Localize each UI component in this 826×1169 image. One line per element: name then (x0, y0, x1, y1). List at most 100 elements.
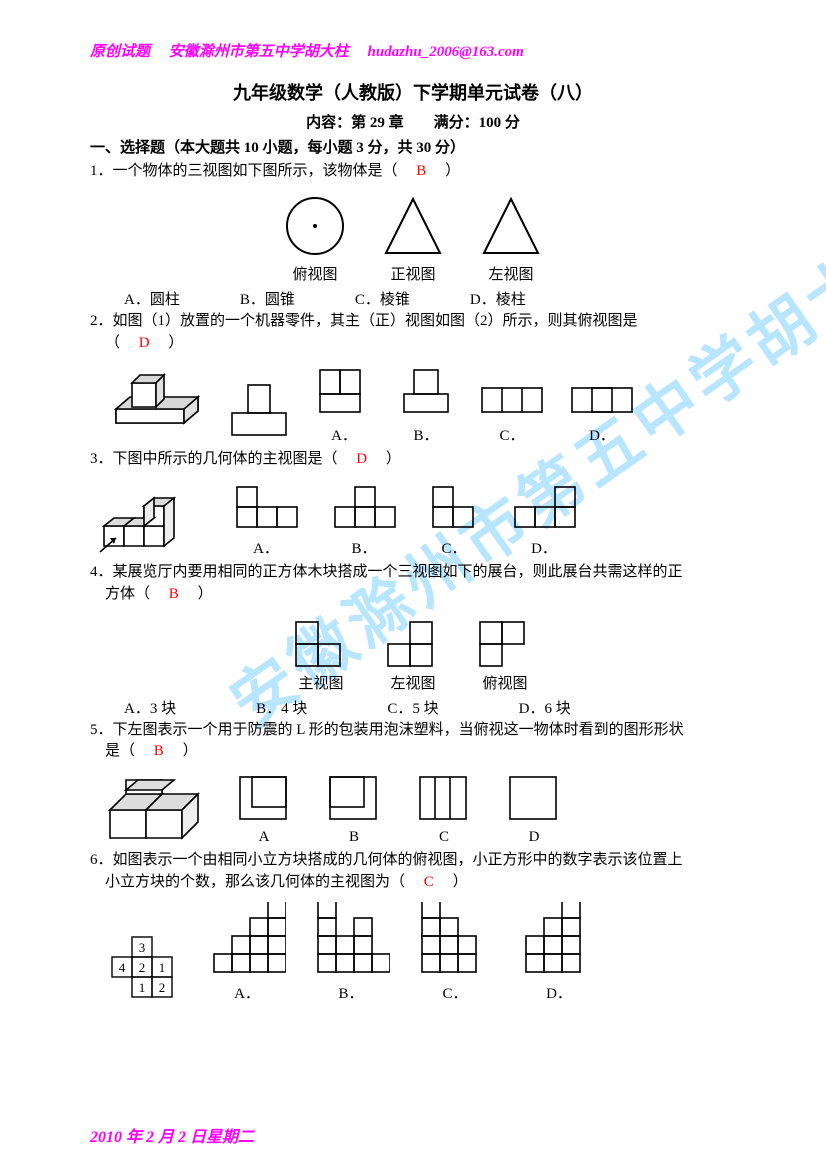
q3-opt-d-label: D． (509, 537, 579, 558)
q4-stem-1: 4．某展览厅内要用相同的正方体木块搭成一个三视图如下的展台，则此展台共需这样的正 (90, 564, 683, 580)
q6-stem-1: 6．如图表示一个由相同小立方块搭成的几何体的俯视图，小正方形中的数字表示该位置上 (90, 852, 683, 868)
q2-opt-c-icon (478, 378, 546, 422)
q5-opt-a-label: A (234, 829, 294, 846)
q2-text: 2．如图（1）放置的一个机器零件，其主（正）视图如图（2）所示，则其俯视图是 （… (90, 311, 736, 355)
q6-opt-a-icon (208, 902, 286, 980)
q3-opt-c-icon (427, 479, 481, 535)
q1-fig-label-1: 正视图 (378, 263, 448, 284)
svg-text:1: 1 (159, 960, 166, 975)
q1-tail: ） (445, 163, 460, 179)
q3-stem: 3．下图中所示的几何体的主视图是（ (90, 451, 338, 467)
q4-opt-d: D．6 块 (519, 697, 571, 718)
q6-opt-c-label: C． (416, 982, 494, 1003)
q4-opt-a: A．3 块 (124, 697, 176, 718)
q1-answer: B (401, 163, 441, 179)
q5-opt-b-label: B (324, 829, 384, 846)
svg-text:2: 2 (139, 960, 146, 975)
q3-opt-a-icon (231, 479, 301, 535)
q4-figures: 主视图 左视图 俯视图 (90, 614, 736, 693)
svg-text:3: 3 (139, 940, 146, 955)
q1-figures: 俯视图 正视图 左视图 (90, 191, 736, 284)
q1-stem: 1．一个物体的三视图如下图所示，该物体是（ (90, 163, 398, 179)
q1-opt-c: C．棱锥 (355, 288, 410, 309)
q1-opt-d: D．棱柱 (470, 288, 526, 309)
svg-text:4: 4 (119, 960, 126, 975)
q4-top-icon (476, 614, 534, 670)
q6-opt-a-label: A． (208, 982, 286, 1003)
q1-fig-label-0: 俯视图 (280, 263, 350, 284)
q2-stem-3: ） (168, 335, 183, 351)
q5-opt-d-label: D (504, 829, 564, 846)
q6-figures: 342112 A． B． C． D． (104, 902, 736, 1003)
q2-figures: A． B． C． D． (104, 362, 736, 445)
page-title: 九年级数学（人教版）下学期单元试卷（八） (90, 79, 736, 105)
q2-front-icon (226, 379, 292, 445)
q4-stem-2: 方体（ (105, 586, 150, 602)
q5-answer: B (139, 743, 179, 759)
q4-main-icon (292, 614, 350, 670)
q2-answer: D (124, 335, 165, 351)
q6-opt-d-label: D． (520, 982, 598, 1003)
q4-fig-label-2: 俯视图 (476, 672, 534, 693)
svg-text:1: 1 (139, 980, 146, 995)
q2-opt-d-label: D． (568, 424, 636, 445)
q2-opt-a-label: A． (314, 424, 374, 445)
q6-stem-2: 小立方块的个数，那么该几何体的主视图为（ (105, 874, 405, 890)
q3-opt-b-icon (329, 479, 399, 535)
q1-opt-a: A．圆柱 (124, 288, 180, 309)
q5-3d-icon (104, 774, 204, 846)
q6-opt-d-icon (520, 902, 598, 980)
q1-fig-left-icon (476, 191, 546, 261)
header-mid: 安徽滁州市第五中学胡大柱 (169, 44, 349, 60)
section-1-heading: 一、选择题（本大题共 10 小题，每小题 3 分，共 30 分） (90, 136, 736, 157)
q2-stem-2: （ (105, 335, 120, 351)
q1-options: A．圆柱 B．圆锥 C．棱锥 D．棱柱 (90, 288, 736, 309)
q3-3d-icon (98, 480, 203, 558)
q3-text: 3．下图中所示的几何体的主视图是（ D ） (90, 449, 736, 471)
q2-opt-b-icon (396, 362, 456, 422)
q3-opt-a-label: A． (231, 537, 301, 558)
q3-tail: ） (386, 451, 401, 467)
q6-stem-3: ） (453, 874, 468, 890)
q3-opt-b-label: B． (329, 537, 399, 558)
q2-opt-c-label: C． (478, 424, 546, 445)
q2-opt-d-icon (568, 378, 636, 422)
header: 原创试题 安徽滁州市第五中学胡大柱 hudazhu_2006@163.com (90, 40, 736, 61)
q1-fig-top-icon (280, 191, 350, 261)
q5-opt-b-icon (324, 771, 384, 827)
q4-answer: B (154, 586, 194, 602)
q3-answer: D (341, 451, 382, 467)
footer-date: 2010 年 2 月 2 日星期二 (90, 1123, 254, 1147)
q2-opt-b-label: B． (396, 424, 456, 445)
header-left: 原创试题 (90, 44, 150, 60)
q4-text: 4．某展览厅内要用相同的正方体木块搭成一个三视图如下的展台，则此展台共需这样的正… (90, 562, 736, 606)
q1-fig-label-2: 左视图 (476, 263, 546, 284)
q6-answer: C (409, 874, 449, 890)
q4-opt-c: C．5 块 (387, 697, 438, 718)
q5-opt-c-icon (414, 771, 474, 827)
q1-text: 1．一个物体的三视图如下图所示，该物体是（ B ） (90, 161, 736, 183)
q4-left-icon (384, 614, 442, 670)
q4-stem-3: ） (198, 586, 213, 602)
q4-fig-label-0: 主视图 (292, 672, 350, 693)
q5-opt-c-label: C (414, 829, 474, 846)
q5-stem-1: 5．下左图表示一个用于防震的 L 形的包装用泡沫塑料，当俯视这一物体时看到的图形… (90, 722, 684, 738)
q2-opt-a-icon (314, 362, 374, 422)
q5-stem-3: ） (183, 743, 198, 759)
q1-opt-b: B．圆锥 (240, 288, 295, 309)
q5-opt-a-icon (234, 771, 294, 827)
q4-fig-label-1: 左视图 (384, 672, 442, 693)
q6-topview-icon: 342112 (104, 933, 182, 1003)
q5-opt-d-icon (504, 771, 564, 827)
q6-opt-b-label: B． (312, 982, 390, 1003)
q6-opt-c-icon (416, 902, 494, 980)
q1-fig-front-icon (378, 191, 448, 261)
q3-opt-d-icon (509, 479, 579, 535)
page-subtitle: 内容：第 29 章 满分：100 分 (90, 111, 736, 132)
svg-text:2: 2 (159, 980, 166, 995)
q6-text: 6．如图表示一个由相同小立方块搭成的几何体的俯视图，小正方形中的数字表示该位置上… (90, 850, 736, 894)
q5-text: 5．下左图表示一个用于防震的 L 形的包装用泡沫塑料，当俯视这一物体时看到的图形… (90, 720, 736, 764)
q4-options: A．3 块 B．4 块 C．5 块 D．6 块 (90, 697, 736, 718)
q2-3d-icon (104, 367, 204, 445)
q2-stem-1: 2．如图（1）放置的一个机器零件，其主（正）视图如图（2）所示，则其俯视图是 (90, 313, 638, 329)
